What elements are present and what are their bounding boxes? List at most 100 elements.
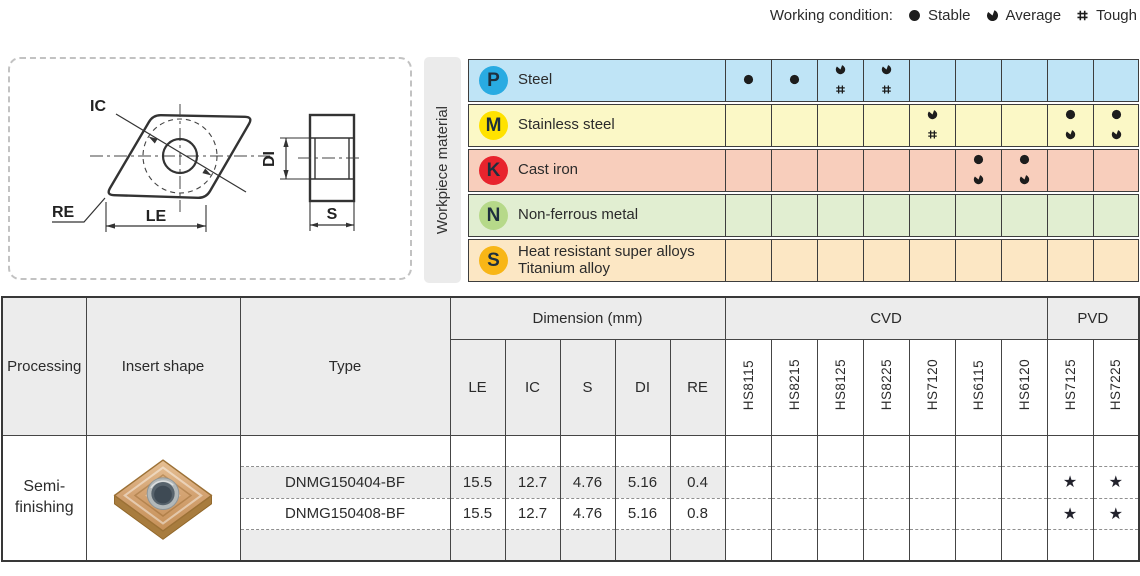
- insert-dimension-diagram: IC RE LE DI S: [8, 57, 412, 280]
- dimension-cell: 0.8: [669, 497, 726, 530]
- dimension-cell: 15.5: [449, 466, 506, 498]
- workpiece-material-label: Workpiece material: [434, 105, 451, 235]
- grade-mark-cell: [1092, 434, 1140, 467]
- grade-mark-cell: [954, 434, 1002, 467]
- stable-icon: [1111, 107, 1122, 125]
- grade-mark-cell: [1000, 529, 1048, 561]
- grade-mark-cell: [770, 497, 818, 530]
- legend-item-stable: Stable: [908, 7, 971, 24]
- grade-mark-cell: [954, 466, 1002, 498]
- grade-mark-cell: [724, 529, 772, 561]
- stable-icon: [743, 72, 754, 90]
- material-grade-cell: [1001, 240, 1047, 281]
- grade-mark-cell: ★: [1092, 497, 1140, 530]
- material-grade-cell: [1047, 60, 1093, 101]
- material-grade-cell: [817, 60, 863, 101]
- col-header-ic: IC: [504, 338, 561, 436]
- grade-mark-cell: [816, 497, 864, 530]
- grade-mark-cell: [862, 497, 910, 530]
- material-row-n: N Non-ferrous metal: [468, 194, 1139, 237]
- material-grade-cell: [1047, 240, 1093, 281]
- dimension-cell: [614, 529, 671, 561]
- processing-cell: Semi-finishing: [1, 434, 87, 562]
- spec-table-body: Semi-finishing DNMG150404-BF 15.5 12.7 4.76…: [1, 434, 1140, 562]
- type-cell: [239, 434, 451, 467]
- dimension-cell: 4.76: [559, 466, 616, 498]
- dimension-cell: 15.5: [449, 497, 506, 530]
- col-header-s: S: [559, 338, 616, 436]
- material-row-label: S Heat resistant super alloys Titanium all…: [469, 240, 725, 281]
- material-grade-cell: [817, 240, 863, 281]
- grade-mark-cell: [816, 434, 864, 467]
- insert-shape-cell: [85, 434, 241, 562]
- material-grade-cell: [725, 105, 771, 146]
- material-grade-cell: [1093, 105, 1139, 146]
- label-le: LE: [146, 208, 167, 225]
- inscribed-circle: [142, 118, 218, 194]
- stable-icon: [789, 72, 800, 90]
- grade-mark-cell: [908, 497, 956, 530]
- stable-icon: [908, 9, 921, 22]
- tough-icon: [835, 82, 846, 100]
- material-grade-cell: [909, 240, 955, 281]
- grade-header-hs7125: HS7125: [1046, 338, 1094, 436]
- label-ic: IC: [90, 98, 106, 115]
- material-name: Heat resistant super alloys Titanium allo…: [518, 243, 695, 277]
- insert-hole: [161, 137, 199, 175]
- insert-drawing: IC RE LE DI S: [52, 98, 362, 232]
- tough-icon: [1076, 9, 1089, 22]
- star-icon: ★: [1108, 474, 1123, 492]
- dimension-cell: [449, 434, 506, 467]
- dimension-cell: [669, 529, 726, 561]
- type-cell: [239, 529, 451, 561]
- spec-sub-row: Semi-finishing: [1, 434, 1140, 562]
- grade-header-hs6120: HS6120: [1000, 338, 1048, 436]
- material-grade-cell: [817, 105, 863, 146]
- material-grade-cell: [817, 195, 863, 236]
- material-grade-cell: [771, 195, 817, 236]
- material-grade-cell: [955, 60, 1001, 101]
- grade-mark-cell: [862, 466, 910, 498]
- grade-header-hs6115: HS6115: [954, 338, 1002, 436]
- tough-icon: [881, 82, 892, 100]
- stable-icon: [1065, 107, 1076, 125]
- type-cell: DNMG150408-BF: [239, 497, 451, 530]
- material-row-label: K Cast iron: [469, 150, 725, 191]
- grade-header-hs8215: HS8215: [770, 338, 818, 436]
- material-badge-p: P: [479, 66, 508, 95]
- working-condition-legend: Working condition: Stable Average Tough: [770, 7, 1137, 24]
- material-grade-cell: [955, 240, 1001, 281]
- dimension-cell: 5.16: [614, 497, 671, 530]
- grade-mark-cell: [954, 529, 1002, 561]
- material-grade-cell: [817, 150, 863, 191]
- average-icon: [1111, 127, 1122, 145]
- material-badge-m: M: [479, 111, 508, 140]
- material-grade-cell: [725, 195, 771, 236]
- material-name: Non-ferrous metal: [518, 206, 639, 224]
- average-icon: [986, 9, 999, 22]
- material-grade-cell: [955, 195, 1001, 236]
- legend-label: Stable: [927, 7, 971, 24]
- dimension-cell: [614, 434, 671, 467]
- col-header-di: DI: [614, 338, 671, 436]
- grade-mark-cell: [1046, 434, 1094, 467]
- material-grade-cell: [863, 105, 909, 146]
- grade-mark-cell: ★: [1092, 466, 1140, 498]
- grade-mark-cell: [770, 529, 818, 561]
- average-icon: [1019, 172, 1030, 190]
- material-grade-cell: [771, 150, 817, 191]
- workpiece-material-strip: Workpiece material: [424, 57, 461, 283]
- grade-mark-cell: ★: [1046, 466, 1094, 498]
- grade-mark-cell: [954, 497, 1002, 530]
- grade-mark-cell: [862, 529, 910, 561]
- col-header-cvd: CVD: [724, 296, 1048, 340]
- grade-mark-cell: [724, 434, 772, 467]
- dimension-cell: 4.76: [559, 497, 616, 530]
- dimension-cell: 5.16: [614, 466, 671, 498]
- grade-mark-cell: [1092, 529, 1140, 561]
- material-grade-cell: [863, 195, 909, 236]
- material-grade-cell: [909, 150, 955, 191]
- col-header-dimension: Dimension (mm): [449, 296, 726, 340]
- stable-icon: [973, 152, 984, 170]
- grade-mark-cell: [1046, 529, 1094, 561]
